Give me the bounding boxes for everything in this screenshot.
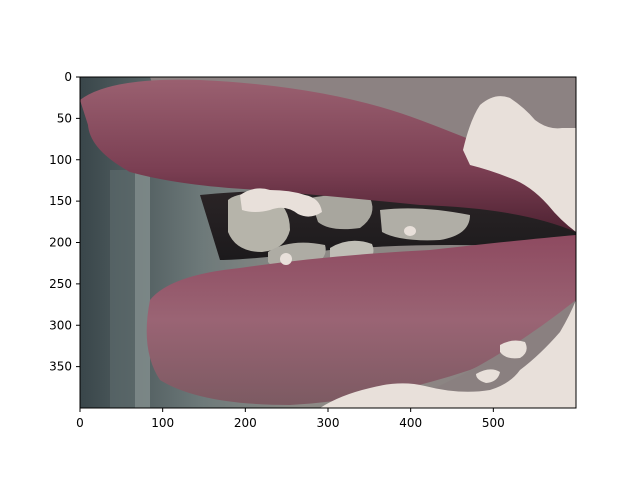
mask-patch-upper-right (463, 96, 576, 233)
y-tick-label: 100 (49, 153, 72, 167)
x-tick-label: 200 (234, 416, 257, 430)
mask-spot-4 (476, 369, 500, 383)
background-highlight (135, 170, 150, 408)
y-tick-label: 200 (49, 236, 72, 250)
x-tick-label: 500 (482, 416, 505, 430)
mask-spot-2 (404, 226, 416, 236)
x-tick-label: 0 (76, 416, 84, 430)
y-tick-label: 150 (49, 194, 72, 208)
upper-tooth-right (380, 208, 470, 241)
upper-tooth-mid (310, 195, 373, 230)
lower-lip (146, 235, 576, 405)
x-axis: 0 100 200 300 400 500 (76, 408, 505, 430)
y-tick-label: 350 (49, 360, 72, 374)
lips-photo (80, 77, 576, 408)
upper-lip (80, 79, 576, 233)
mask-spot-1 (280, 253, 292, 265)
x-tick-label: 400 (399, 416, 422, 430)
mask-patch-tooth (240, 188, 322, 217)
y-tick-label: 50 (57, 111, 72, 125)
y-tick-label: 250 (49, 277, 72, 291)
y-axis: 0 50 100 150 200 250 300 350 (49, 70, 80, 374)
mask-patch-lower-right (320, 300, 576, 408)
y-tick-label: 300 (49, 318, 72, 332)
y-tick-label: 0 (64, 70, 72, 84)
x-tick-label: 300 (317, 416, 340, 430)
mask-spot-3 (500, 340, 527, 359)
x-tick-label: 100 (151, 416, 174, 430)
